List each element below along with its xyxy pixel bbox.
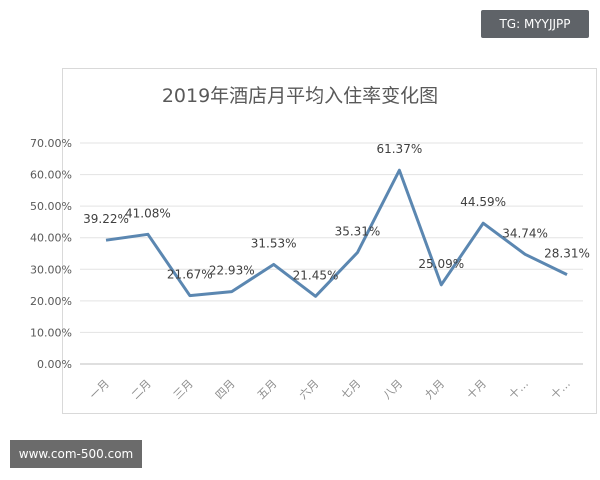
- data-label: 39.22%: [83, 212, 129, 226]
- x-tick-label: 三月: [171, 377, 196, 402]
- x-tick-label: 十…: [506, 376, 531, 401]
- x-tick-label: 五月: [255, 377, 280, 402]
- data-label: 21.67%: [167, 268, 213, 282]
- x-tick-label: 七月: [339, 377, 364, 402]
- data-label: 28.31%: [544, 247, 590, 261]
- data-label: 61.37%: [376, 142, 422, 156]
- series-line: [105, 168, 568, 298]
- x-tick-label: 二月: [129, 377, 154, 402]
- x-tick-label: 一月: [87, 377, 112, 402]
- y-tick-label: 20.00%: [30, 295, 72, 308]
- y-tick-label: 40.00%: [30, 232, 72, 245]
- x-tick-label: 九月: [422, 377, 447, 402]
- x-tick-label: 四月: [213, 377, 238, 402]
- chart-title: 2019年酒店月平均入住率变化图: [162, 85, 438, 107]
- data-label: 35.31%: [335, 225, 381, 239]
- y-tick-label: 50.00%: [30, 200, 72, 213]
- x-tick-label: 八月: [381, 377, 406, 402]
- y-tick-label: 10.00%: [30, 326, 72, 339]
- x-tick-label: 六月: [297, 377, 322, 402]
- data-label: 31.53%: [251, 236, 297, 250]
- data-label: 25.09%: [418, 257, 464, 271]
- y-tick-label: 70.00%: [30, 137, 72, 150]
- y-tick-label: 0.00%: [37, 358, 72, 371]
- x-tick-label: 十…: [547, 376, 572, 401]
- data-label: 34.74%: [502, 226, 548, 240]
- x-tick-label: 十月: [464, 376, 489, 401]
- data-label: 44.59%: [460, 195, 506, 209]
- watermark-top-right: TG: MYYJJPP: [481, 10, 589, 38]
- y-tick-label: 60.00%: [30, 169, 72, 182]
- watermark-bottom-left: www.com-500.com: [10, 440, 142, 468]
- data-label: 21.45%: [293, 268, 339, 282]
- data-label: 22.93%: [209, 264, 255, 278]
- y-tick-label: 30.00%: [30, 263, 72, 276]
- data-label: 41.08%: [125, 206, 171, 220]
